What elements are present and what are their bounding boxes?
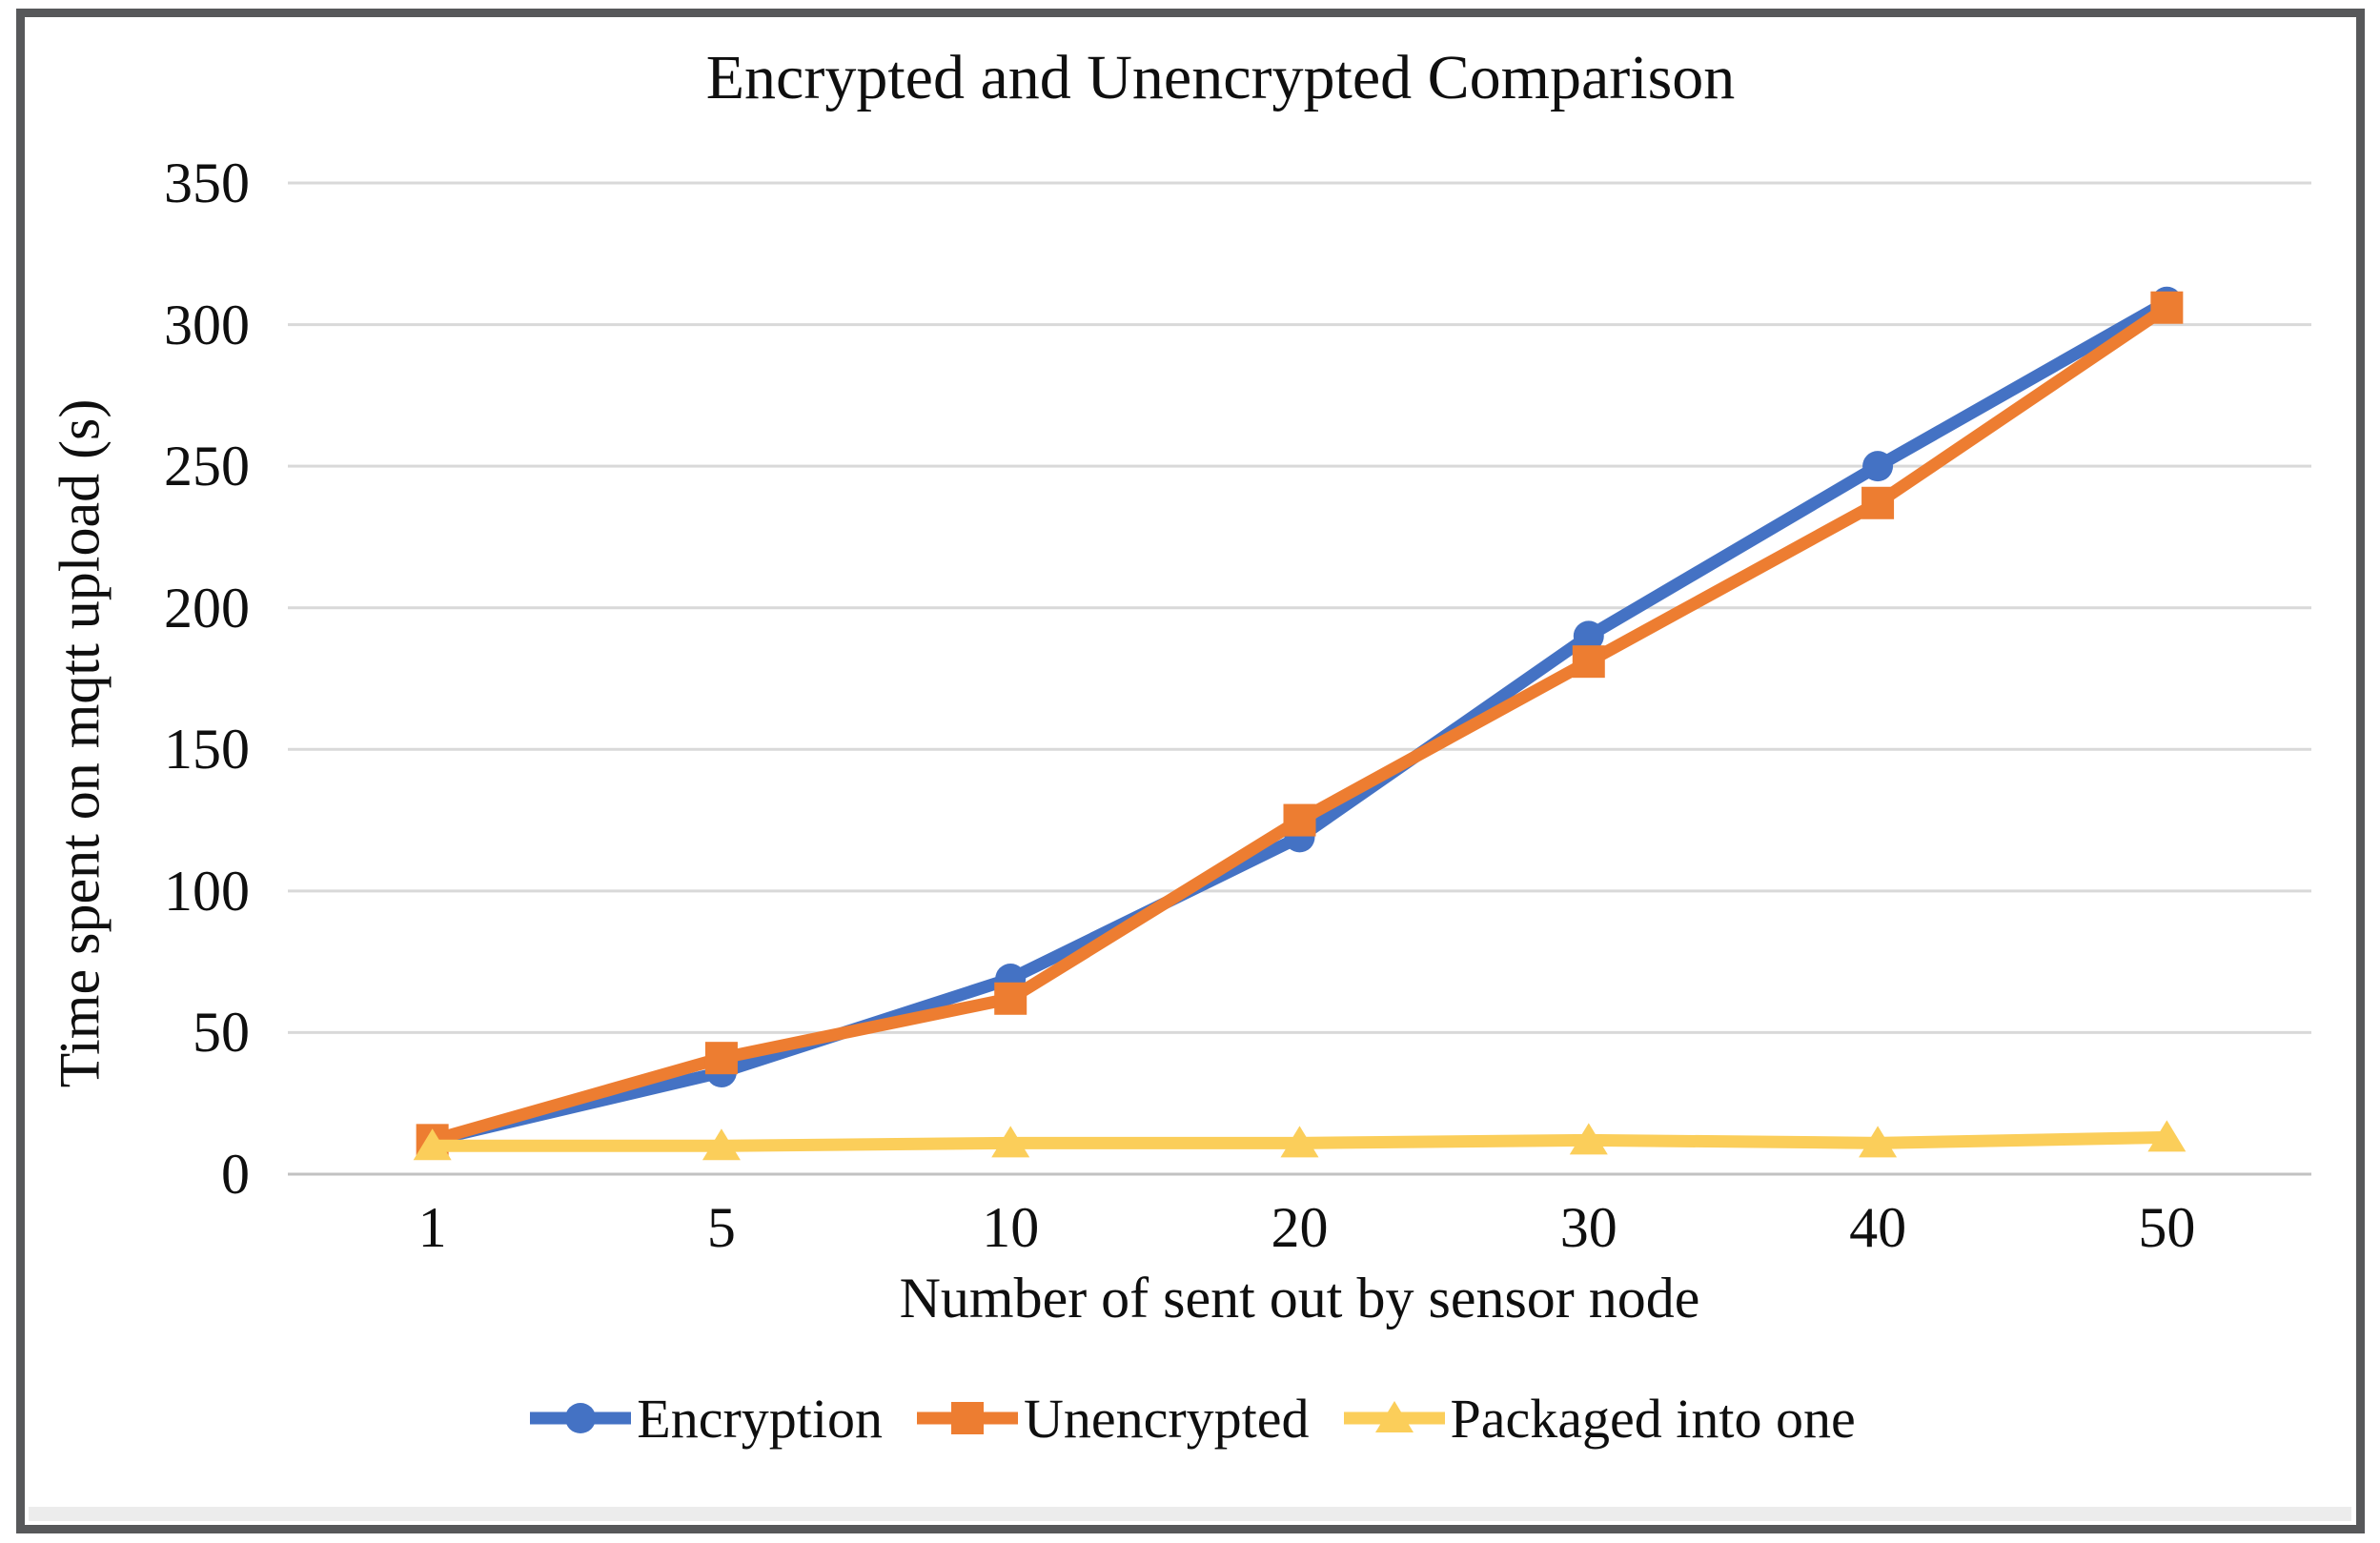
legend-item-unencrypted: Unencrypted xyxy=(911,1387,1310,1451)
y-tick-label-0: 0 xyxy=(221,1143,250,1206)
x-tick-label-20: 20 xyxy=(1271,1196,1329,1259)
legend-marker-shape-encryption xyxy=(565,1403,597,1433)
marker-square-unencrypted-x40 xyxy=(1861,486,1895,519)
x-tick-label-5: 5 xyxy=(706,1196,736,1259)
y-tick-label-200: 200 xyxy=(164,576,250,640)
marker-triangle-packaged-into-one-x5 xyxy=(702,1128,741,1161)
chart-legend: Encryption Unencrypted Packaged into one xyxy=(0,1372,2380,1464)
legend-marker-shape-unencrypted xyxy=(950,1402,984,1434)
x-axis-title: Number of sent out by sensor node xyxy=(899,1267,1700,1330)
bottom-shadow-strip xyxy=(29,1507,2351,1521)
marker-circle-encryption-x30 xyxy=(1573,620,1604,652)
legend-label-encryption: Encryption xyxy=(637,1387,883,1450)
marker-square-unencrypted-x30 xyxy=(1572,645,1605,679)
y-tick-label-300: 300 xyxy=(164,293,250,356)
x-tick-label-50: 50 xyxy=(2138,1196,2196,1259)
legend-marker-shape-packaged-into-one xyxy=(1374,1401,1414,1432)
legend-item-encryption: Encryption xyxy=(524,1387,883,1451)
marker-square-unencrypted-x5 xyxy=(704,1042,738,1075)
marker-triangle-packaged-into-one-x10 xyxy=(991,1126,1030,1158)
legend-label-packaged-into-one: Packaged into one xyxy=(1450,1387,1856,1450)
legend-marker-triangle-icon xyxy=(1343,1401,1445,1432)
chart-title: Encrypted and Unencrypted Comparison xyxy=(705,43,1736,112)
marker-triangle-packaged-into-one-x40 xyxy=(1859,1126,1898,1158)
x-tick-label-1: 1 xyxy=(417,1196,447,1259)
y-tick-label-50: 50 xyxy=(193,1001,250,1065)
series-line-unencrypted xyxy=(426,301,2173,1147)
marker-circle-encryption-x40 xyxy=(1862,451,1894,482)
x-tick-label-40: 40 xyxy=(1849,1196,1907,1259)
y-tick-label-150: 150 xyxy=(164,718,250,782)
marker-square-unencrypted-x50 xyxy=(2150,291,2184,324)
legend-marker-square-icon xyxy=(916,1402,1018,1434)
marker-triangle-packaged-into-one-x30 xyxy=(1569,1123,1608,1155)
marker-triangle-packaged-into-one-x20 xyxy=(1280,1126,1319,1158)
legend-item-packaged-into-one: Packaged into one xyxy=(1338,1387,1856,1451)
y-tick-label-350: 350 xyxy=(164,152,250,214)
legend-label-unencrypted: Unencrypted xyxy=(1023,1387,1310,1450)
legend-marker-circle-icon xyxy=(530,1403,632,1433)
marker-square-unencrypted-x20 xyxy=(1283,803,1316,837)
figure-border-frame xyxy=(16,9,2365,1533)
series-line-encryption xyxy=(426,295,2173,1147)
marker-square-unencrypted-x10 xyxy=(994,982,1027,1015)
x-tick-label-10: 10 xyxy=(982,1196,1040,1259)
y-tick-label-250: 250 xyxy=(164,435,250,498)
marker-triangle-packaged-into-one-x1 xyxy=(413,1128,452,1161)
marker-triangle-packaged-into-one-x50 xyxy=(2147,1120,2187,1152)
y-tick-label-100: 100 xyxy=(164,859,250,923)
x-tick-label-30: 30 xyxy=(1559,1196,1617,1259)
